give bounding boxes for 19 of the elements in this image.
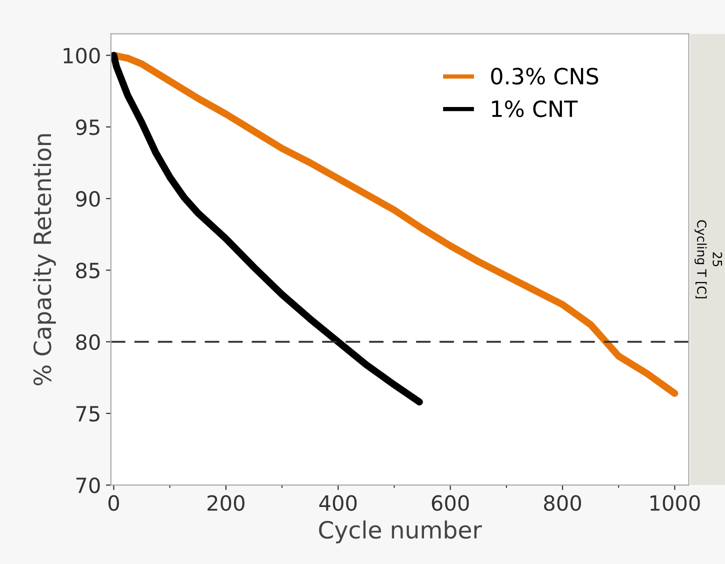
y-tick-label: 80 (76, 334, 100, 350)
x-tick-label: 600 (432, 495, 469, 511)
text: Cycling T [C] (694, 220, 707, 298)
legend-label: 0.3% CNS (491, 68, 598, 85)
x-tick-label: 0 (108, 495, 119, 511)
y-tick-label: 75 (76, 406, 100, 422)
x-tick-label: 400 (319, 495, 357, 511)
y-axis-title: % Capacity Retention (33, 134, 56, 386)
y-tick-label: 85 (76, 262, 100, 278)
legend-label: 1% CNT (492, 100, 578, 118)
x-axis-title: Cycle number (319, 520, 482, 544)
y-tick-label: 90 (76, 191, 100, 207)
y-tick-label: 70 (76, 477, 100, 494)
y-tick-label: 100 (64, 48, 100, 64)
x-tick-label: 200 (208, 495, 244, 511)
y-tick-label: 95 (76, 119, 100, 136)
text: 25 (712, 252, 722, 266)
x-tick-label: 800 (544, 495, 582, 511)
x-tick-label: 1000 (650, 495, 700, 511)
